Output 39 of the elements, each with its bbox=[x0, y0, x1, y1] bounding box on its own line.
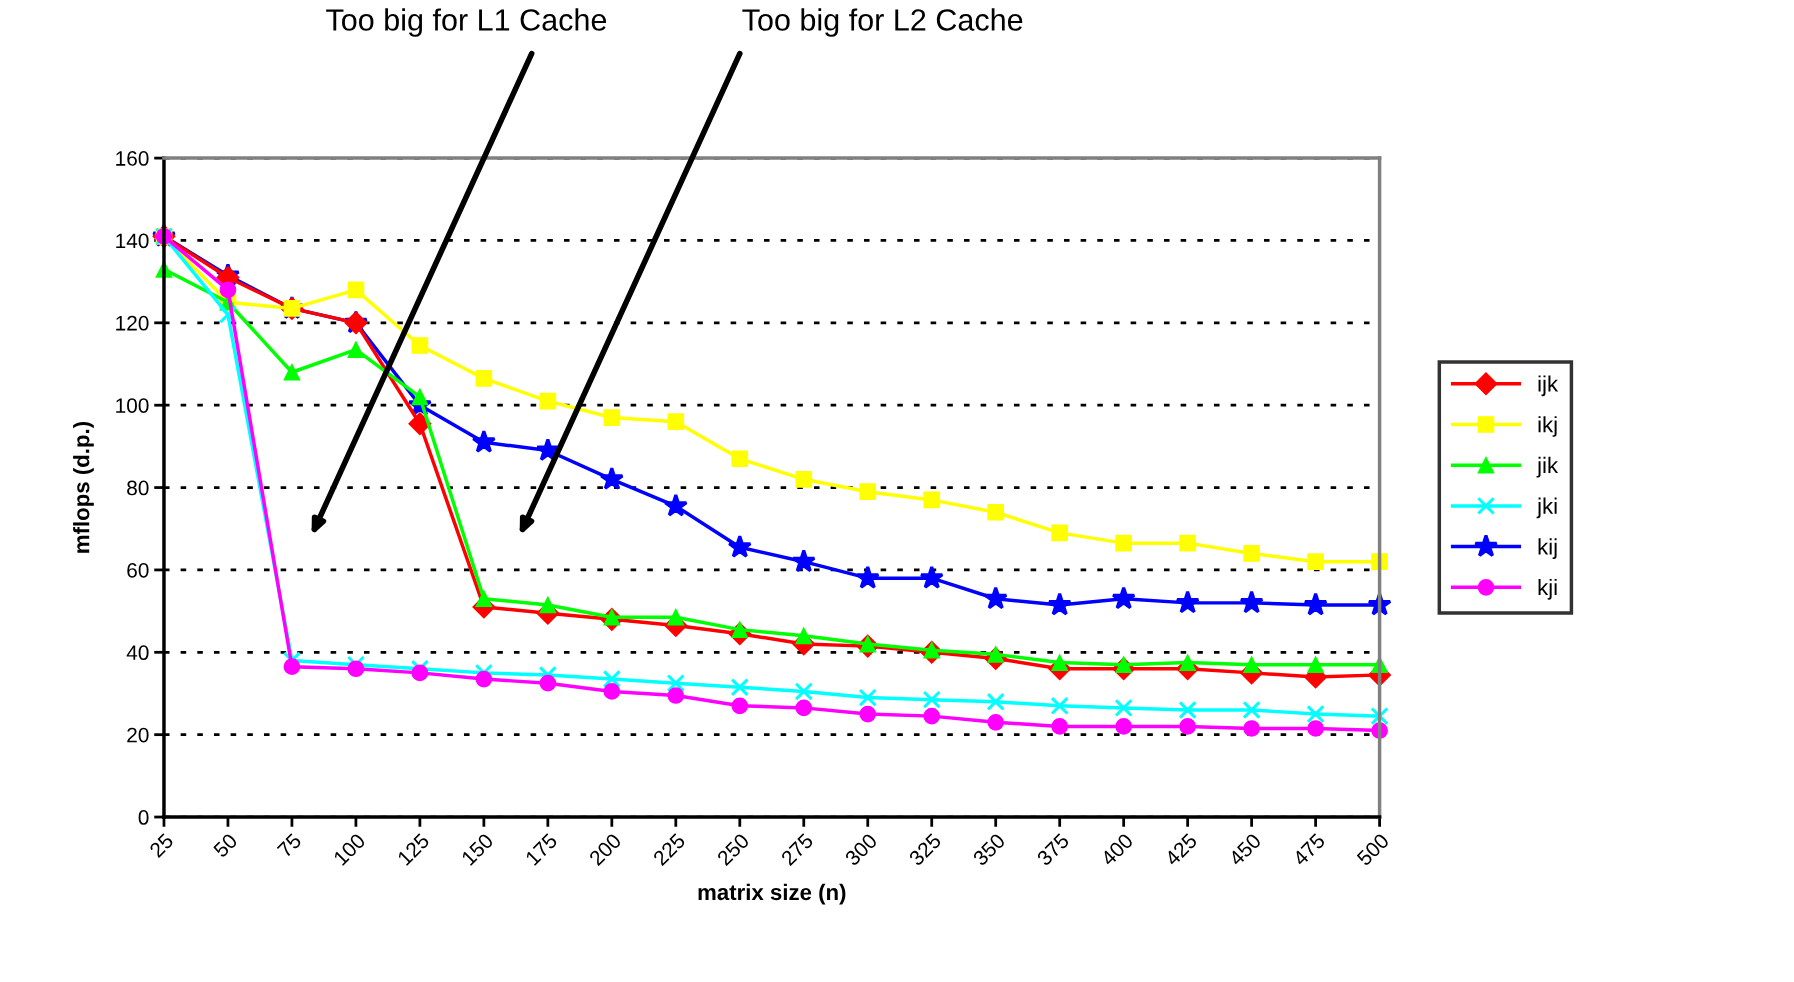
x-tick-label: 250 bbox=[716, 832, 751, 867]
y-tick-label: 160 bbox=[116, 151, 149, 166]
legend-label: kji bbox=[1538, 578, 1557, 600]
x-tick-label: 200 bbox=[588, 832, 623, 867]
y-tick-label: 80 bbox=[127, 480, 149, 496]
legend-label: jki bbox=[1536, 497, 1557, 519]
y-tick-label: 40 bbox=[126, 645, 149, 661]
x-tick-label: 275 bbox=[780, 832, 814, 867]
x-tick-label: 325 bbox=[908, 832, 942, 867]
x-tick-label: 300 bbox=[844, 832, 878, 867]
legend-label: ijk bbox=[1538, 375, 1559, 397]
x-tick-label: 100 bbox=[332, 832, 367, 866]
y-tick-label: 120 bbox=[116, 315, 149, 331]
x-tick-label: 175 bbox=[524, 832, 559, 866]
x-tick-label: 375 bbox=[1036, 832, 1070, 867]
x-tick-label: 75 bbox=[276, 832, 303, 859]
x-tick-label: 425 bbox=[1163, 832, 1198, 867]
x-tick-label: 500 bbox=[1355, 832, 1390, 867]
y-axis-title: mflops (d.p.) bbox=[73, 422, 94, 553]
y-tick-label: 20 bbox=[127, 727, 149, 743]
text: Too big for L1 Cache bbox=[326, 8, 607, 37]
x-tick-label: 125 bbox=[396, 832, 431, 866]
x-tick-label: 50 bbox=[212, 832, 239, 859]
legend-label: kij bbox=[1538, 538, 1557, 559]
x-tick-label: 450 bbox=[1227, 832, 1262, 867]
legend-label: ikj bbox=[1538, 416, 1557, 437]
x-tick-label: 350 bbox=[972, 832, 1006, 867]
y-tick-label: 140 bbox=[116, 233, 149, 249]
x-axis-title: matrix size (n) bbox=[698, 883, 846, 905]
text: Too big for L2 Cache bbox=[742, 8, 1023, 37]
y-tick-label: 100 bbox=[116, 398, 149, 413]
x-tick-label: 150 bbox=[460, 832, 495, 866]
x-tick-label: 400 bbox=[1099, 832, 1134, 867]
y-tick-label: 60 bbox=[127, 562, 149, 578]
x-tick-label: 225 bbox=[652, 832, 687, 867]
x-tick-label: 25 bbox=[148, 832, 175, 859]
legend-label: jik bbox=[1536, 456, 1559, 478]
y-tick-label: 0 bbox=[138, 810, 149, 825]
x-tick-label: 475 bbox=[1291, 832, 1326, 867]
